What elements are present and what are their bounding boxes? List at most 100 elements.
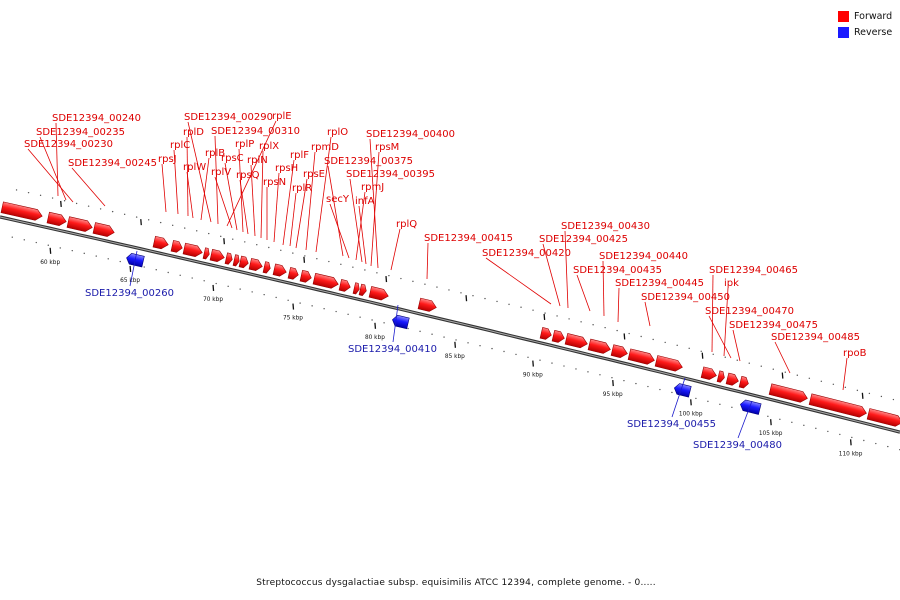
leader-line [129, 250, 138, 287]
forward-gene-label: SDE12394_00430 [561, 221, 650, 232]
leader-line [392, 304, 399, 343]
tick-label: 95 kbp [603, 392, 623, 398]
forward-gene-label: SDE12394_00470 [705, 306, 794, 317]
major-tick-upper [465, 295, 468, 302]
minor-tick [592, 324, 594, 326]
minor-tick [700, 350, 702, 352]
minor-tick [652, 338, 654, 341]
minor-tick [731, 406, 733, 409]
forward-gene-label: rplE [272, 111, 292, 122]
forward-gene-24 [551, 329, 565, 343]
forward-gene-label: rplX [259, 141, 279, 152]
forward-gene-32 [725, 372, 739, 386]
legend-reverse: Reverse [838, 24, 892, 40]
minor-tick [839, 433, 841, 436]
leader-line [187, 121, 212, 223]
minor-tick [51, 197, 54, 199]
minor-tick [376, 272, 378, 274]
minor-tick [724, 356, 726, 358]
minor-tick [147, 219, 150, 221]
minor-tick [527, 356, 529, 358]
leader-line [732, 329, 741, 362]
minor-tick [635, 382, 637, 385]
forward-gene-label: rpsC [221, 153, 244, 164]
minor-tick [791, 421, 793, 424]
forward-gene-label: SDE12394_00400 [366, 129, 455, 140]
tick-label: 90 kbp [523, 373, 543, 379]
forward-gene-28 [627, 348, 655, 365]
minor-tick [599, 374, 601, 376]
forward-gene-23 [539, 327, 552, 340]
minor-tick [304, 255, 306, 257]
major-tick [770, 419, 772, 426]
minor-tick [15, 189, 18, 191]
leader-line [200, 157, 210, 221]
tick-label: 75 kbp [283, 316, 303, 322]
minor-tick [388, 274, 390, 277]
minor-tick [383, 322, 385, 324]
minor-tick [520, 306, 522, 308]
minor-tick [316, 258, 318, 260]
minor-tick [407, 327, 409, 330]
minor-tick [75, 202, 78, 205]
forward-gene-0 [0, 201, 43, 221]
major-tick-upper [781, 372, 784, 379]
forward-gene-8 [209, 248, 225, 263]
axis-ticks: 60 kbp 65 kbp 70 kbp 75 kbp 80 kbp 85 kbp 90 k… [11, 189, 900, 457]
minor-tick [563, 365, 565, 367]
minor-tick [844, 386, 847, 389]
minor-tick [352, 266, 354, 268]
minor-tick [640, 335, 642, 338]
minor-tick [203, 280, 205, 282]
leader-line [260, 150, 264, 239]
minor-tick [808, 377, 811, 379]
forward-gene-label: SDE12394_00420 [482, 248, 571, 259]
leader-line [305, 151, 316, 251]
forward-gene-label: rplN [247, 155, 268, 166]
minor-tick [820, 380, 823, 382]
minor-tick [892, 398, 895, 401]
forward-gene-label: rpsQ [236, 170, 260, 181]
forward-gene-34 [768, 383, 808, 403]
minor-tick [263, 293, 265, 296]
forward-gene-9 [224, 252, 233, 265]
leader-line [39, 136, 67, 201]
minor-tick [27, 191, 30, 194]
leader-line [390, 228, 401, 271]
minor-tick [251, 291, 253, 293]
forward-gene-label: SDE12394_00230 [24, 139, 113, 150]
minor-tick [11, 236, 13, 238]
tick-label: 100 kbp [679, 411, 703, 417]
minor-tick [35, 241, 37, 244]
major-tick-upper [140, 219, 142, 226]
leader-line [161, 163, 167, 213]
forward-gene-label: rplC [170, 140, 190, 151]
leader-line [369, 138, 379, 269]
major-tick-upper [701, 352, 704, 359]
reverse-gene-label: SDE12394_00260 [85, 288, 174, 299]
minor-tick [311, 305, 313, 307]
minor-tick [748, 362, 750, 364]
forward-gene-7 [202, 247, 210, 260]
tick-label: 85 kbp [445, 354, 465, 360]
forward-gene-label: rpoB [843, 348, 867, 359]
minor-tick [400, 277, 402, 280]
forward-gene-17 [312, 272, 339, 289]
minor-tick [424, 283, 426, 285]
minor-tick [796, 374, 799, 376]
minor-tick [532, 309, 534, 311]
leader-line [214, 176, 233, 229]
forward-gene-label: SDE12394_00445 [615, 278, 704, 289]
minor-tick [292, 252, 294, 254]
forward-gene-12 [248, 258, 263, 271]
forward-gene-label: rpsE [303, 169, 325, 180]
map-caption: Streptococcus dysgalactiae subsp. equisi… [256, 578, 656, 588]
major-tick [690, 399, 692, 406]
forward-gene-label: rplQ [396, 219, 417, 230]
forward-gene-36 [866, 408, 900, 427]
forward-gene-35 [808, 393, 867, 418]
minor-tick [172, 224, 174, 227]
leader-line [173, 149, 179, 215]
minor-tick [95, 255, 97, 257]
